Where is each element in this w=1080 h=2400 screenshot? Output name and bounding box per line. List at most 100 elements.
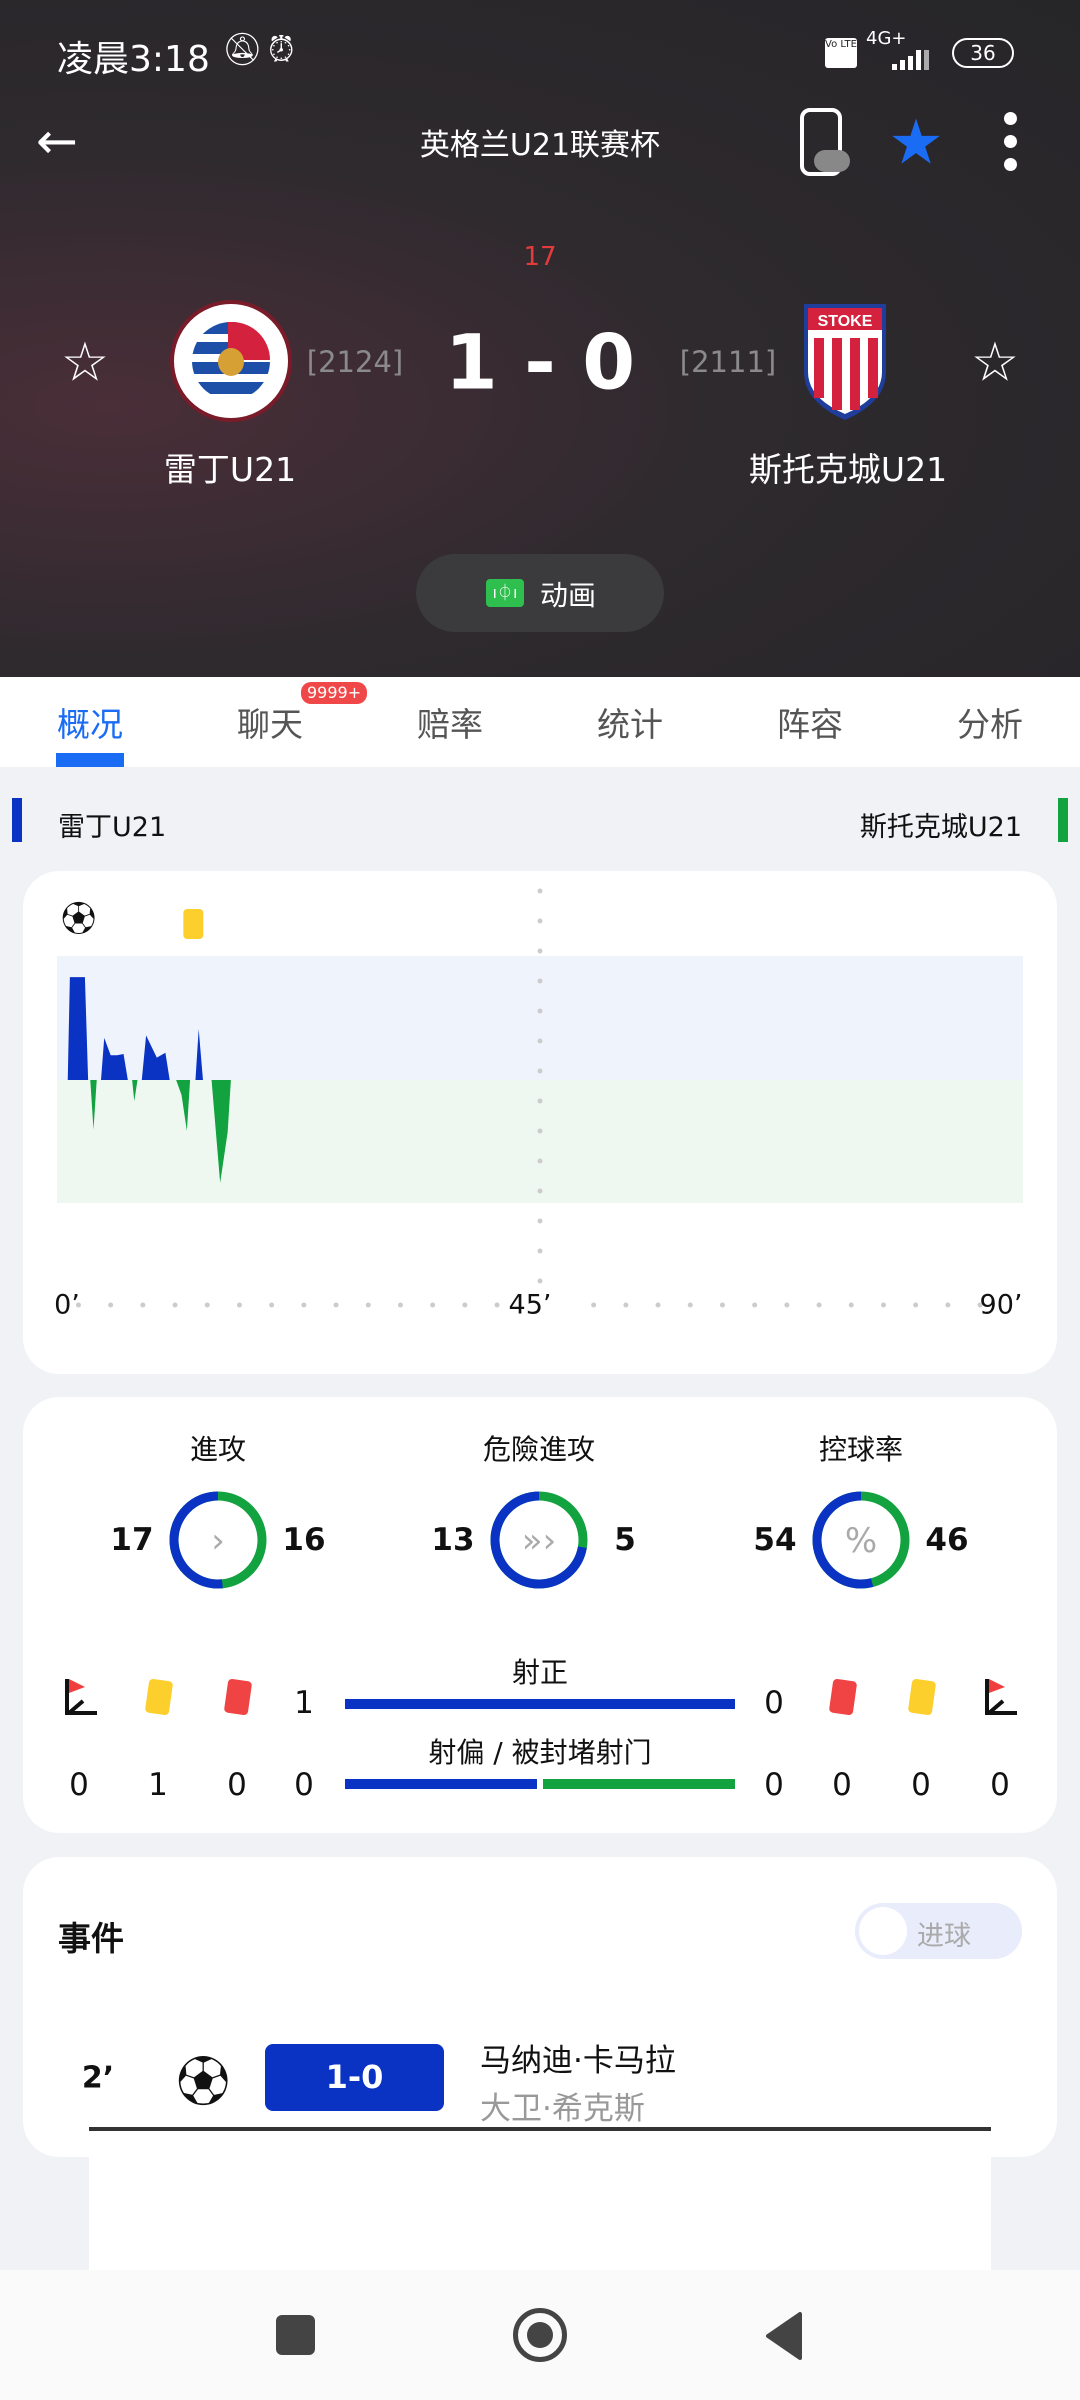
goals-only-toggle[interactable]: 进球 [855,1903,1022,1959]
donut-label: 危險進攻 [482,1433,596,1466]
home-color-marker [12,798,22,842]
svg-text:STOKE: STOKE [818,313,873,330]
pitch-icon: ı⏀ı [486,579,524,607]
away-team-logo: STOKE [800,302,890,422]
x-tick-0: 0’ [54,1289,80,1321]
momentum-chart-card: ⚽︎ 0’ 45’ 90’ [23,871,1057,1374]
axis-dot [75,1302,81,1308]
goal-event-icon: ⚽︎ [61,900,95,940]
axis-dot [269,1302,275,1308]
score: 1 - 0 [444,317,636,407]
axis-dot [140,1302,146,1308]
home-team-label: 雷丁U21 [58,812,167,843]
chat-badge: 9999+ [301,682,368,704]
away-shots-on-target: 0 [764,1685,784,1721]
donut-percent-icon: % [845,1521,877,1561]
donut-home-arc [490,1491,588,1589]
animation-button[interactable]: ı⏀ı 动画 [416,554,664,632]
more-menu-icon[interactable] [1004,112,1018,171]
home-yellow-card-icon [144,1678,174,1716]
donut-away-value: 16 [282,1522,326,1558]
halftime-dot [537,1128,543,1134]
shots-off-target-label: 射偏 / 被封堵射门 [428,1736,652,1769]
away-red-card-icon [828,1678,858,1716]
halftime-dot [537,888,543,894]
network-label: 4G+ [866,28,907,49]
volte-icon: Vo LTE [825,38,857,68]
toggle-label: 进球 [917,1921,971,1952]
league-title: 英格兰U21联赛杯 [419,128,661,163]
halftime-dot [537,1038,543,1044]
event-player: 马纳迪·卡马拉 [480,2043,676,2079]
away-team-name: 斯托克城U21 [748,450,948,489]
away-yellow-cards: 0 [911,1767,931,1803]
tab-stats[interactable]: 统计 [597,705,663,744]
halftime-dot [537,1158,543,1164]
back-icon[interactable] [764,2312,804,2364]
tab-chat[interactable]: 聊天 [237,705,303,744]
halftime-dot [537,1248,543,1254]
event-row[interactable]: 2’ ⚽︎ 1-0 马纳迪·卡马拉 大卫·希克斯 [23,2037,1057,2127]
home-corners: 0 [69,1767,89,1803]
home-corner-icon [63,1677,99,1721]
screen-toggle-icon[interactable] [800,108,850,176]
home-momentum-area [57,977,240,1080]
donut-chart: % [812,1491,910,1589]
animation-label: 动画 [540,579,597,612]
tab-overview[interactable]: 概况 [57,705,123,744]
tab-lineup[interactable]: 阵容 [777,705,843,744]
axis-dot [397,1302,403,1308]
x-tick-45: 45’ [508,1289,552,1321]
home-follow-star-icon[interactable]: ☆ [60,330,110,394]
shots-off-target-home-bar [345,1779,537,1789]
axis-dot [172,1302,178,1308]
stats-card: 進攻 17 16 › 危險進攻 13 5 »› 控球率 54 46 % [23,1397,1057,1833]
overlay-panel [89,2127,991,2270]
recents-icon[interactable] [276,2315,315,2355]
axis-dot [494,1302,500,1308]
donut-home-value: 17 [110,1522,154,1558]
alarm-icon: ⏰︎ [268,30,295,70]
event-minute: 2’ [81,2060,115,2096]
events-title: 事件 [58,1919,124,1958]
away-corners: 0 [990,1767,1010,1803]
away-rank: [2111] [679,345,777,379]
axis-dot [333,1302,339,1308]
halftime-dot [537,918,543,924]
event-assist: 大卫·希克斯 [480,2091,645,2127]
away-corner-icon [983,1677,1019,1721]
mute-icon: 🔕︎ [222,30,263,68]
donut-chart: › [169,1491,267,1589]
axis-dot [752,1302,758,1308]
halftime-dot [537,1008,543,1014]
favorite-star-icon[interactable]: ★ [888,105,944,179]
away-color-marker [1058,798,1068,842]
event-score: 1-0 [265,2044,444,2111]
donut-away-value: 5 [614,1522,636,1558]
tab-odds[interactable]: 赔率 [417,705,483,744]
halftime-dot [537,1098,543,1104]
donut-home-arc [812,1491,910,1589]
donut-label: 控球率 [818,1433,904,1466]
back-arrow-icon[interactable]: ← [36,112,78,170]
active-tab-indicator [56,753,124,767]
axis-dot [108,1302,114,1308]
donut-away-value: 46 [925,1522,969,1558]
halftime-dot [537,978,543,984]
soccer-ball-icon: ⚽︎ [176,2053,230,2114]
home-shots-on-target: 1 [294,1685,314,1721]
home-red-card-icon [223,1678,253,1716]
away-follow-star-icon[interactable]: ☆ [970,330,1020,394]
donut-home-value: 54 [753,1522,797,1558]
tab-analysis[interactable]: 分析 [957,705,1023,744]
halftime-dot [537,1278,543,1284]
axis-dot [204,1302,210,1308]
yellow-card-event-icon [183,909,204,939]
away-band [57,1080,1023,1203]
battery-icon: 36 [952,38,1014,68]
away-red-cards: 0 [832,1767,852,1803]
momentum-chart: ⚽︎ [57,888,1023,1308]
halftime-dot [537,1218,543,1224]
home-icon[interactable] [513,2308,567,2362]
axis-dot [687,1302,693,1308]
